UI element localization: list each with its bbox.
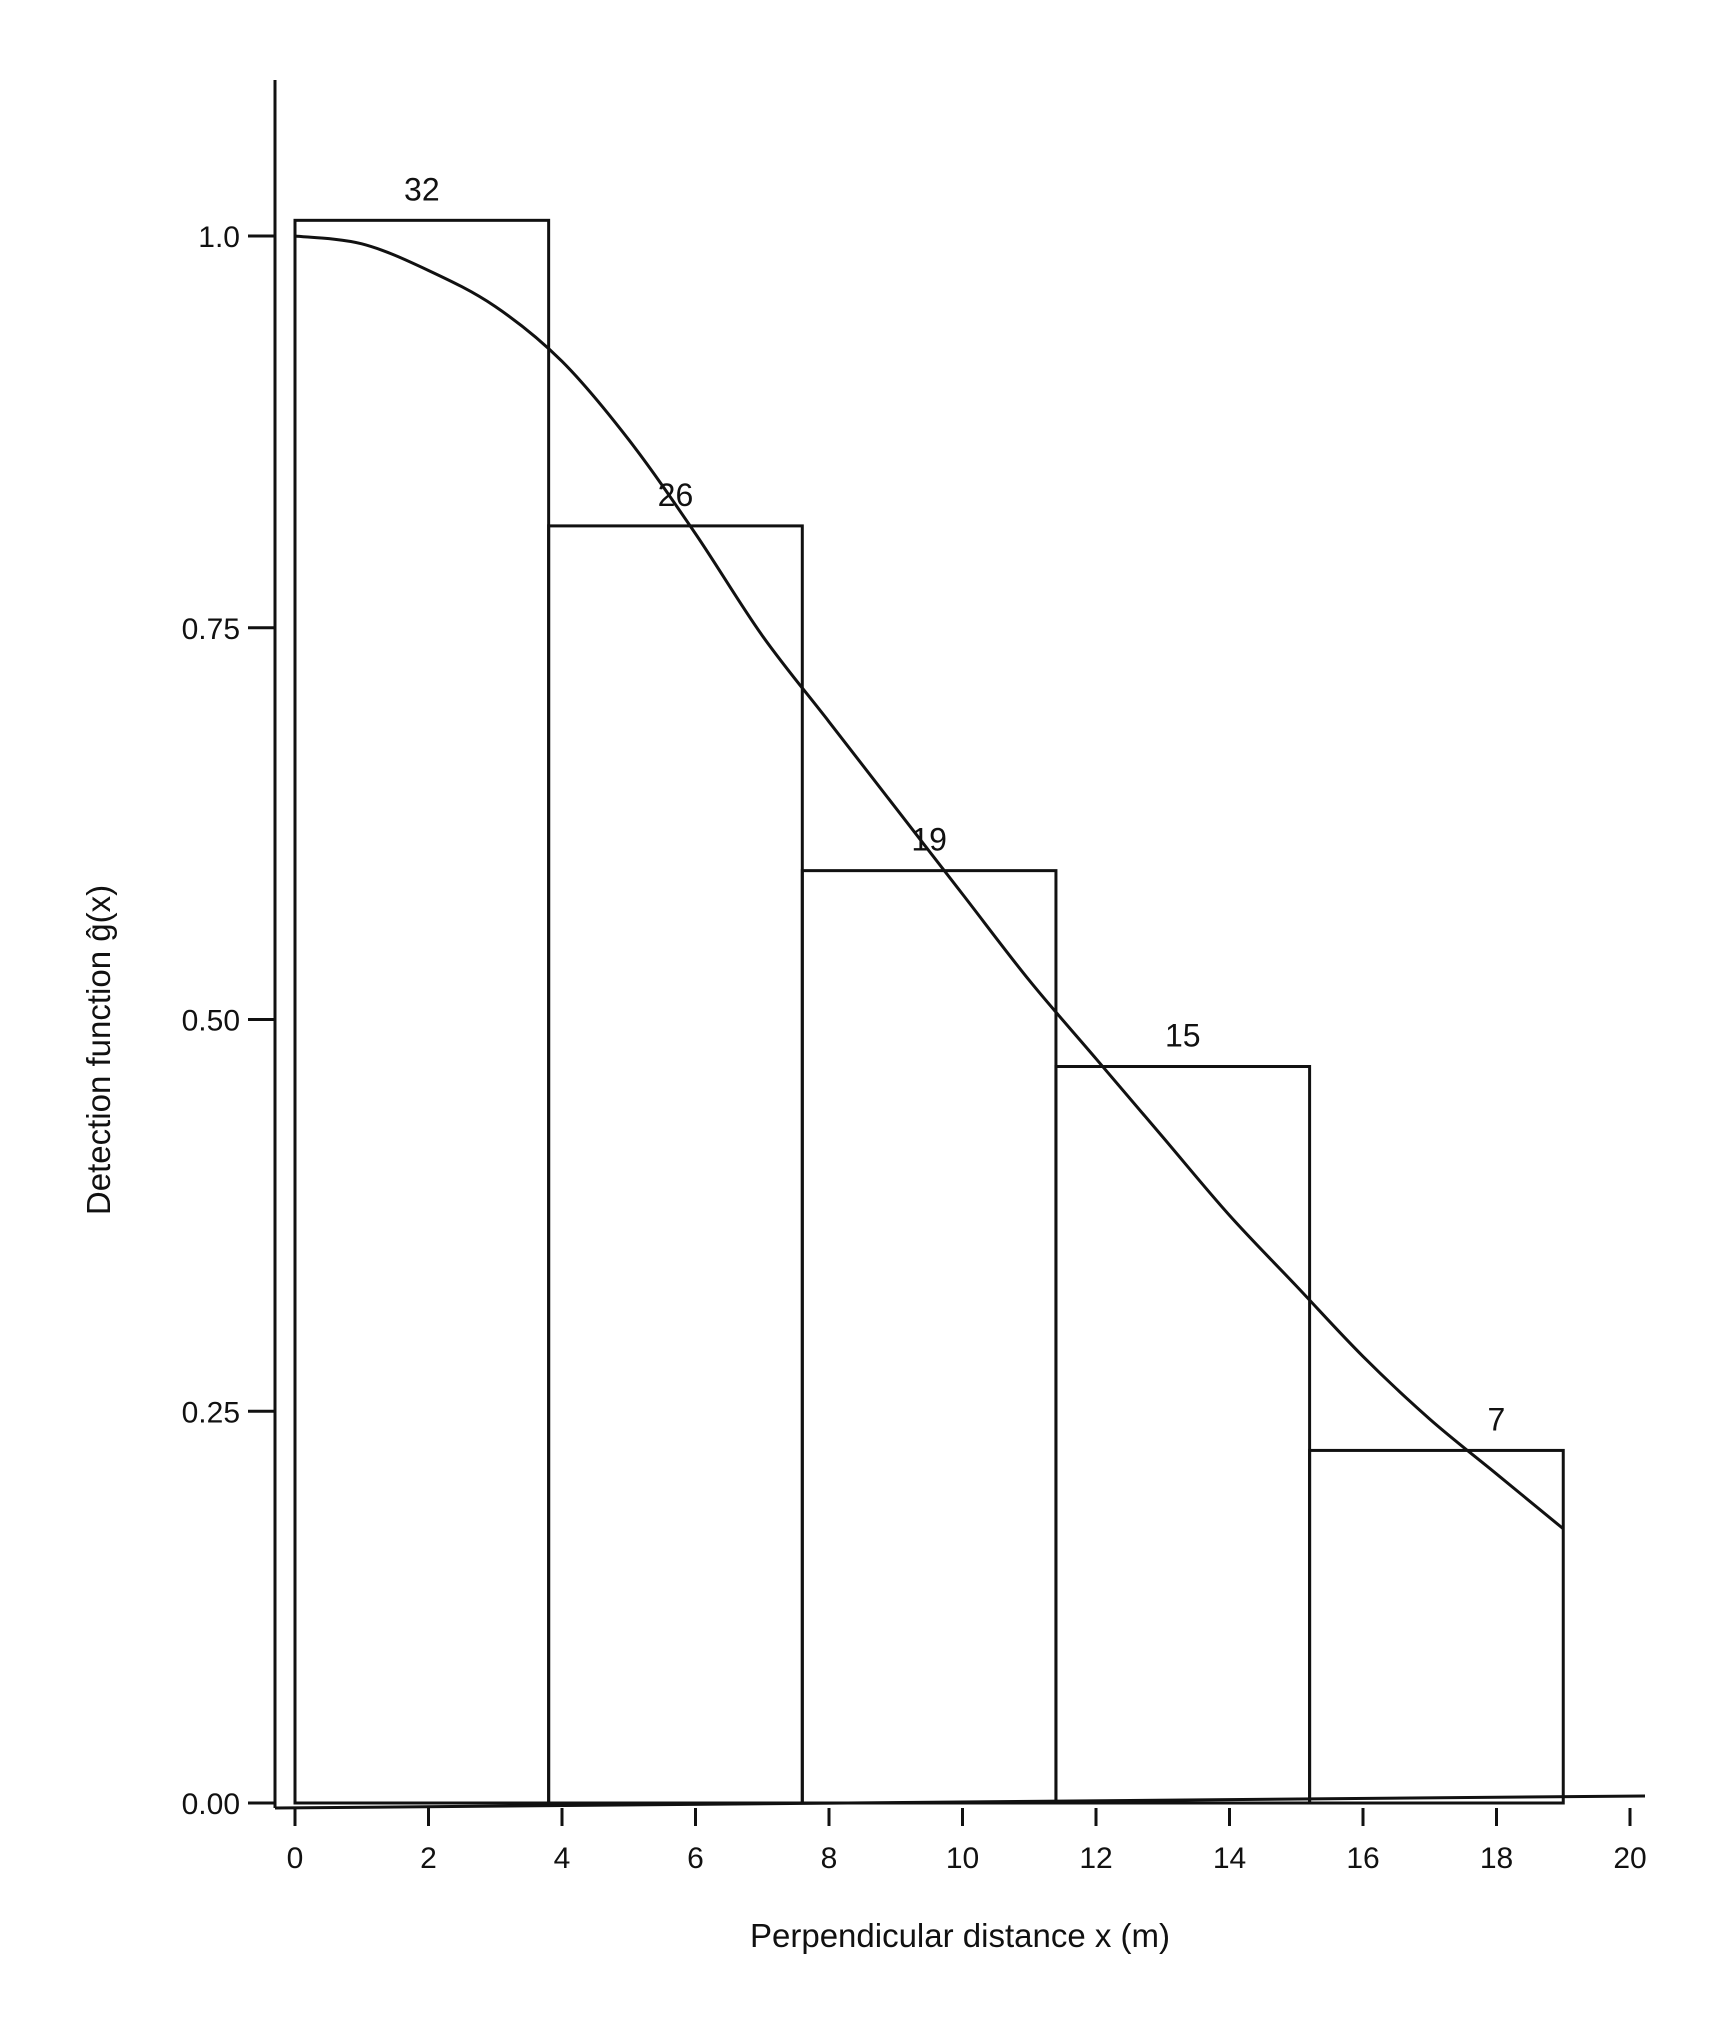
x-tick-label: 0 xyxy=(287,1842,304,1875)
x-axis-line xyxy=(274,1794,1646,1810)
axes: 0 2 4 6 8 10 12 14 16 18 20 0.00 0.25 0.50 0.75 1.0 xyxy=(182,80,1647,1875)
histogram-bar xyxy=(293,218,551,1805)
x-tick-label: 16 xyxy=(1346,1842,1379,1875)
y-tick-label: 0.00 xyxy=(182,1788,240,1821)
histogram-count-label: 26 xyxy=(658,477,694,513)
histogram-bar xyxy=(1308,1448,1565,1805)
x-tick-label: 18 xyxy=(1480,1842,1513,1875)
y-axis-ticks: 0.00 0.25 0.50 0.75 1.0 xyxy=(182,221,275,1821)
histogram-bar xyxy=(547,524,804,1805)
x-tick-label: 6 xyxy=(687,1842,704,1875)
y-axis-title: Detection function ĝ(x) xyxy=(80,885,117,1215)
x-tick-label: 2 xyxy=(420,1842,437,1875)
y-tick-label: 0.25 xyxy=(182,1396,240,1429)
fitted-detection-curve xyxy=(294,234,1565,1530)
x-axis-ticks: 0 2 4 6 8 10 12 14 16 18 20 xyxy=(287,1808,1647,1875)
histogram-bar xyxy=(800,869,1058,1805)
x-tick-label: 14 xyxy=(1213,1842,1246,1875)
histogram-count-label: 32 xyxy=(404,171,440,207)
histogram-bars xyxy=(293,218,1565,1805)
y-tick-label: 1.0 xyxy=(198,221,240,254)
x-tick-label: 20 xyxy=(1613,1842,1646,1875)
x-tick-label: 8 xyxy=(821,1842,838,1875)
x-axis-title: Perpendicular distance x (m) xyxy=(750,1917,1170,1954)
x-tick-label: 4 xyxy=(554,1842,571,1875)
y-tick-label: 0.75 xyxy=(182,613,240,646)
x-tick-label: 10 xyxy=(946,1842,979,1875)
x-tick-label: 12 xyxy=(1079,1842,1112,1875)
histogram-count-label: 15 xyxy=(1165,1018,1201,1054)
histogram-count-label: 7 xyxy=(1488,1401,1506,1437)
y-tick-label: 0.50 xyxy=(182,1005,240,1038)
histogram-bar xyxy=(1054,1065,1312,1805)
